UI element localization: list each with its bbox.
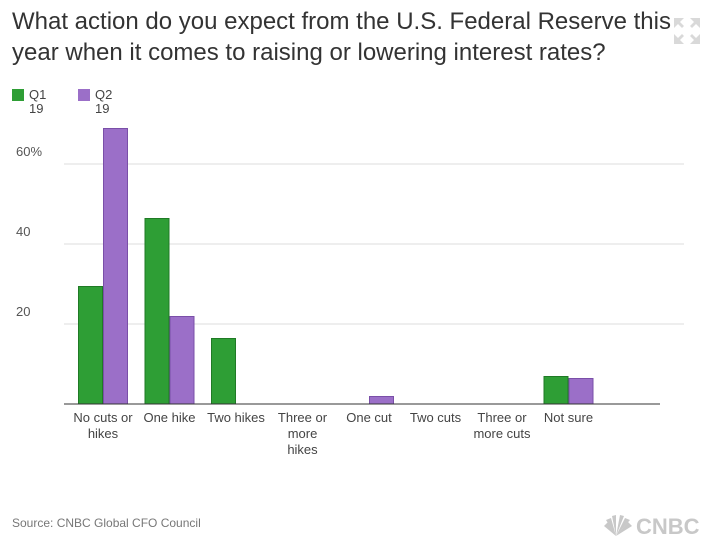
expand-icon[interactable] bbox=[672, 16, 702, 46]
legend-label-q2-line2: 19 bbox=[95, 101, 110, 116]
y-tick-label-60: 60% bbox=[16, 144, 42, 159]
legend-label-q1-line2: 19 bbox=[29, 101, 44, 116]
bar-q2-0 bbox=[103, 128, 128, 405]
bar-q1-7 bbox=[543, 376, 569, 405]
y-tick-label-40: 40 bbox=[16, 224, 30, 239]
bar-q2-7 bbox=[568, 378, 594, 405]
x-tick-label-5-0: Two cuts bbox=[410, 410, 462, 425]
legend-label-q2-line1: Q2 bbox=[95, 87, 113, 102]
x-tick-label-3-2: hikes bbox=[287, 442, 318, 457]
x-tick-label-7-0: Not sure bbox=[544, 410, 593, 425]
y-tick-label-20: 20 bbox=[16, 304, 30, 319]
x-tick-label-3-0: Three or bbox=[278, 410, 328, 425]
x-tick-label-0-1: hikes bbox=[88, 426, 119, 441]
bar-q2-1 bbox=[169, 316, 195, 405]
legend-swatch-q1 bbox=[12, 89, 24, 101]
legend-swatch-q2 bbox=[78, 89, 90, 101]
legend-label-q1: Q1 19 bbox=[29, 88, 59, 116]
x-tick-label-0-0: No cuts or bbox=[73, 410, 133, 425]
legend-label-q1-line1: Q1 bbox=[29, 87, 47, 102]
x-tick-label-1-0: One hike bbox=[143, 410, 195, 425]
cnbc-logo: CNBC bbox=[604, 514, 700, 538]
x-tick-label-6-0: Three or bbox=[477, 410, 527, 425]
x-tick-label-2-0: Two hikes bbox=[207, 410, 265, 425]
x-tick-label-3-1: more bbox=[288, 426, 318, 441]
x-tick-label-4-0: One cut bbox=[346, 410, 392, 425]
bar-q2-4 bbox=[369, 396, 394, 405]
x-tick-label-6-1: more cuts bbox=[473, 426, 531, 441]
bar-q1-0 bbox=[78, 286, 103, 405]
bar-q1-1 bbox=[144, 218, 170, 405]
cnbc-wordmark: CNBC bbox=[636, 514, 700, 538]
legend-label-q2: Q2 19 bbox=[95, 88, 125, 116]
chart-title: What action do you expect from the U.S. … bbox=[12, 8, 671, 66]
source-note: Source: CNBC Global CFO Council bbox=[12, 516, 201, 530]
bar-q1-2 bbox=[211, 338, 236, 405]
peacock-icon bbox=[604, 515, 632, 536]
